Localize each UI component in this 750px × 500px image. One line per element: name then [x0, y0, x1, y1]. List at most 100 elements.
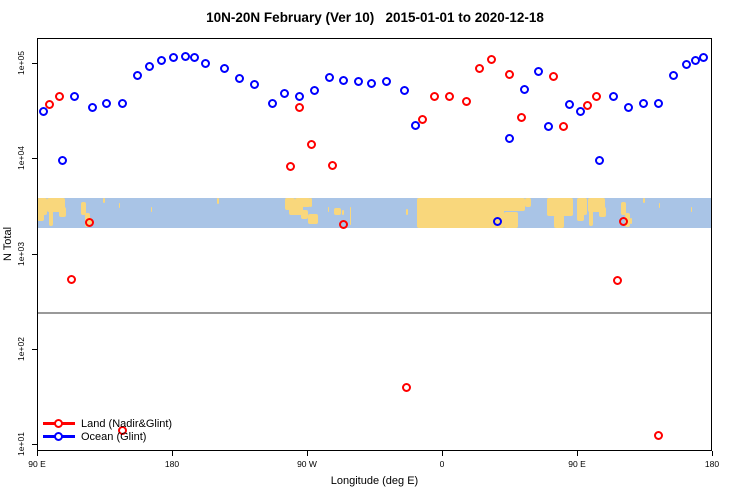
data-point-ocean	[118, 99, 127, 109]
land-segment	[524, 198, 532, 207]
land-segment	[658, 202, 661, 208]
data-point-ocean	[200, 58, 210, 68]
data-point-land	[307, 140, 316, 150]
data-point-ocean	[520, 84, 529, 94]
land-segment	[327, 207, 330, 212]
data-point-land	[338, 220, 348, 230]
data-point-ocean	[595, 155, 604, 165]
land-segment	[589, 210, 593, 226]
data-point-ocean	[325, 73, 334, 83]
data-point-land	[517, 112, 526, 122]
data-point-ocean	[533, 66, 543, 76]
ocean-series-marker-icon	[43, 432, 75, 441]
land-series-marker-icon	[43, 419, 75, 428]
land-segment	[690, 207, 693, 212]
y-tick	[32, 63, 37, 64]
land-segment	[48, 210, 53, 226]
land-segment	[289, 203, 303, 215]
land-segment	[37, 198, 48, 215]
land-segment	[301, 209, 309, 220]
y-tick-label: 1e+05	[16, 51, 26, 75]
y-tick	[32, 253, 37, 255]
data-point-ocean	[493, 216, 502, 226]
land-segment	[621, 201, 626, 215]
data-point-land	[85, 217, 94, 227]
land-segment	[217, 198, 220, 205]
data-point-ocean	[353, 76, 363, 86]
data-point-land	[592, 92, 601, 102]
legend-label-ocean: Ocean (Glint)	[81, 430, 147, 443]
y-axis-label: N Total	[2, 226, 14, 262]
land-segment	[577, 213, 585, 222]
data-point-ocean	[190, 53, 199, 63]
data-point-land	[548, 71, 558, 81]
data-point-ocean	[338, 75, 348, 85]
data-point-ocean	[410, 121, 420, 131]
legend: Land (Nadir&Glint) Ocean (Glint)	[43, 417, 172, 443]
land-segment	[630, 217, 633, 225]
data-point-land	[118, 425, 127, 435]
plot-area: 90 E 180 90 W 0 90 E 180 1e+01 1e+02 1e+03 1e+04 1…	[16, 38, 719, 469]
data-point-land	[487, 55, 496, 65]
data-point-ocean	[88, 102, 97, 112]
data-point-land	[559, 122, 568, 132]
data-point-ocean	[565, 100, 574, 110]
data-point-ocean	[235, 74, 244, 84]
land-segment	[81, 201, 86, 215]
data-point-land	[613, 275, 622, 285]
legend-item: Ocean (Glint)	[43, 430, 172, 443]
x-tick-label: 90 E	[28, 459, 46, 469]
land-segment	[406, 208, 409, 215]
data-point-ocean	[544, 122, 553, 132]
data-point-ocean	[400, 85, 409, 95]
data-point-land	[295, 103, 304, 113]
data-point-ocean	[58, 155, 67, 165]
x-tick-label: 0	[439, 459, 445, 469]
y-tick	[32, 348, 37, 350]
plot-frame	[37, 38, 712, 451]
data-point-ocean	[220, 64, 229, 74]
land-segment	[309, 198, 313, 207]
data-point-land	[401, 383, 411, 393]
x-tick	[711, 451, 713, 456]
data-point-land	[583, 101, 592, 111]
legend-item: Land (Nadir&Glint)	[43, 417, 172, 430]
data-point-ocean	[250, 79, 259, 89]
data-point-ocean	[157, 56, 166, 66]
land-segment	[58, 206, 67, 217]
data-point-land	[445, 92, 454, 102]
data-point-ocean	[382, 76, 391, 86]
x-axis-label: Longitude (deg E)	[330, 475, 419, 487]
data-point-ocean	[133, 70, 142, 80]
land-segment	[598, 206, 607, 217]
land-segment	[151, 207, 153, 212]
data-point-ocean	[310, 85, 319, 95]
x-tick-label: 90 E	[568, 459, 586, 469]
x-tick	[36, 451, 38, 456]
data-point-ocean	[668, 70, 678, 80]
data-point-ocean	[280, 88, 289, 98]
x-tick	[306, 451, 308, 456]
data-point-ocean	[691, 56, 700, 66]
data-point-land	[430, 92, 439, 102]
data-point-ocean	[505, 134, 514, 144]
data-point-land	[505, 69, 514, 79]
land-segment	[503, 211, 519, 229]
land-segment	[334, 208, 341, 215]
land-segment	[499, 198, 525, 211]
data-point-ocean	[575, 107, 585, 117]
land-segment	[577, 198, 588, 215]
land-segment	[103, 198, 105, 203]
x-tick	[576, 451, 578, 456]
threshold-line	[37, 311, 712, 314]
x-tick-label: 180	[164, 459, 180, 469]
data-point-ocean	[145, 62, 154, 72]
data-point-land	[461, 96, 471, 106]
data-point-land	[475, 64, 484, 74]
data-point-land	[55, 91, 64, 101]
y-tick-label: 1e+03	[16, 241, 26, 266]
x-tick-label: 90 W	[297, 459, 317, 469]
data-point-ocean	[608, 91, 618, 101]
data-point-ocean	[38, 107, 48, 117]
y-tick-label: 1e+02	[16, 336, 26, 361]
